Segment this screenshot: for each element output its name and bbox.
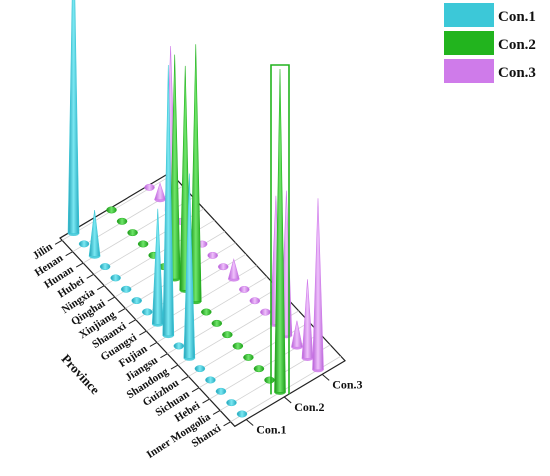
cone-mark: [249, 297, 261, 305]
cone-mark: [301, 279, 314, 361]
cone-mark: [137, 240, 149, 248]
province-tick: [96, 285, 105, 291]
legend-swatch: [444, 59, 494, 83]
cone-mark: [141, 308, 153, 316]
province-tick: [202, 398, 210, 404]
floor-outline: [59, 171, 346, 428]
cone-mark: [260, 308, 271, 316]
province-tick: [223, 421, 231, 427]
province-tick: [75, 262, 84, 268]
province-tick: [160, 353, 168, 359]
cone-mark: [88, 210, 101, 259]
cone-mark: [243, 353, 254, 361]
province-tick: [118, 307, 126, 313]
province-tick: [65, 251, 73, 257]
cone-mark: [226, 399, 237, 407]
province-tick: [128, 319, 137, 325]
cone-mark: [236, 410, 248, 418]
province-axis-title: Province: [59, 351, 103, 397]
cone-mark: [227, 258, 240, 282]
cone-marks: [67, 0, 324, 418]
cone-mark: [183, 173, 196, 361]
legend: Con.1 Con.2 Con.3: [444, 3, 536, 83]
legend-item: Con.3: [444, 59, 536, 83]
grid-line: [198, 321, 310, 389]
chart-floor: [59, 171, 346, 428]
cone-mark: [127, 229, 138, 237]
cone-mark: [120, 285, 132, 293]
cone-mark: [67, 0, 80, 237]
cone-mark: [194, 365, 206, 373]
province-tick: [107, 296, 116, 302]
legend-swatch: [444, 3, 494, 27]
cone-mark: [222, 331, 233, 339]
province-tick: [170, 364, 179, 370]
cone-mark: [215, 387, 227, 395]
cone-mark: [205, 376, 216, 384]
cone-mark: [312, 198, 324, 373]
cone-mark: [291, 320, 303, 350]
cone-mark: [211, 319, 223, 327]
condition-tick: [245, 419, 254, 426]
province-tick: [212, 410, 221, 415]
cone-mark: [207, 251, 218, 259]
cone-mark: [201, 308, 212, 316]
cone-mark: [110, 274, 121, 282]
province-tick: [191, 387, 200, 393]
cone-mark: [239, 285, 250, 293]
condition-tick: [321, 373, 330, 381]
cone-mark: [78, 240, 90, 248]
condition-tick: [283, 396, 292, 404]
cone-mark: [162, 65, 175, 339]
province-tick: [86, 273, 94, 279]
legend-swatch: [444, 31, 494, 55]
cone-mark: [99, 263, 111, 271]
cone-mark: [154, 182, 166, 203]
legend-item: Con.2: [444, 31, 536, 55]
condition-tick-label: Con.1: [256, 423, 286, 437]
province-tick: [149, 341, 158, 347]
cone-mark: [116, 217, 128, 225]
legend-label: Con.3: [498, 65, 536, 81]
highlight-box: [270, 64, 290, 395]
cone-mark: [217, 263, 229, 271]
cone-mark: [232, 342, 244, 350]
province-tick: [181, 375, 189, 381]
province-tick: [54, 239, 63, 245]
cone-mark: [106, 206, 117, 214]
legend-label: Con.2: [498, 37, 536, 53]
condition-tick-label: Con.2: [294, 400, 324, 414]
cone-mark: [253, 365, 265, 373]
cone-mark: [264, 376, 275, 384]
cone-mark: [270, 64, 290, 395]
condition-tick-label: Con.3: [332, 377, 362, 391]
legend-label: Con.1: [498, 9, 536, 25]
cone-mark: [144, 183, 155, 191]
province-tick: [139, 330, 147, 336]
cone-mark: [151, 208, 164, 327]
cone-mark: [173, 342, 185, 350]
cone-mark: [131, 297, 142, 305]
legend-item: Con.1: [444, 3, 536, 27]
grid-line: [167, 287, 278, 355]
